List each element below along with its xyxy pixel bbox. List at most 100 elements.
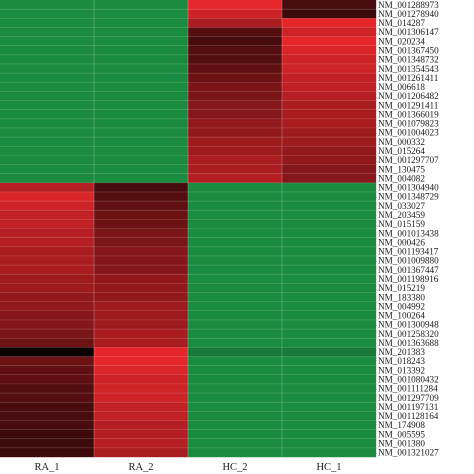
heatmap-cell bbox=[0, 9, 95, 19]
heatmap-cell bbox=[94, 274, 189, 284]
heatmap-cell bbox=[282, 228, 377, 238]
heatmap-cell bbox=[282, 0, 377, 10]
heatmap-cell bbox=[282, 164, 377, 174]
heatmap-cell bbox=[188, 109, 283, 120]
heatmap-cell bbox=[94, 237, 189, 247]
row-label: NM_006618 bbox=[378, 82, 425, 92]
heatmap-cell bbox=[0, 347, 95, 357]
heatmap-cell bbox=[94, 255, 189, 266]
heatmap-cell bbox=[188, 292, 283, 302]
heatmap-cell bbox=[282, 338, 377, 348]
heatmap-cell bbox=[188, 18, 283, 28]
heatmap-cell bbox=[0, 255, 95, 266]
heatmap-cell bbox=[188, 255, 283, 266]
heatmap-cell bbox=[188, 164, 283, 174]
heatmap-cell bbox=[188, 319, 283, 330]
heatmap-cell bbox=[282, 393, 377, 403]
heatmap-cell bbox=[0, 402, 95, 412]
heatmap-cell bbox=[94, 0, 189, 10]
heatmap-cell bbox=[282, 301, 377, 311]
heatmap-cell bbox=[0, 109, 95, 120]
row-label: NM_130475 bbox=[378, 164, 425, 174]
heatmap-cell bbox=[0, 36, 95, 46]
heatmap-cell bbox=[0, 18, 95, 28]
heatmap-cell bbox=[282, 109, 377, 120]
heatmap-cell bbox=[188, 228, 283, 238]
heatmap-cell bbox=[188, 237, 283, 247]
heatmap-cell bbox=[94, 27, 189, 37]
heatmap-cell bbox=[282, 82, 377, 92]
heatmap-cell bbox=[282, 319, 377, 330]
heatmap-cell bbox=[282, 447, 377, 458]
row-label: NM_001306147 bbox=[378, 27, 439, 37]
row-label: NM_001363688 bbox=[378, 338, 439, 348]
row-label: NM_001367447 bbox=[378, 265, 439, 275]
row-label: NM_001348729 bbox=[378, 192, 439, 202]
heatmap-cell bbox=[0, 393, 95, 403]
row-label: NM_001079823 bbox=[378, 119, 439, 129]
heatmap-cell bbox=[0, 45, 95, 56]
row-label: NM_001366019 bbox=[378, 109, 439, 119]
heatmap-cell bbox=[0, 100, 95, 110]
heatmap-cell bbox=[0, 447, 95, 458]
heatmap-cell bbox=[188, 447, 283, 458]
heatmap-cell bbox=[282, 91, 377, 101]
heatmap-cell bbox=[188, 329, 283, 339]
heatmap-cell bbox=[94, 173, 189, 183]
heatmap-cell bbox=[0, 201, 95, 211]
heatmap-cell bbox=[0, 127, 95, 138]
heatmap-cell bbox=[94, 283, 189, 293]
heatmap-cell bbox=[188, 118, 283, 129]
heatmap-cell bbox=[188, 127, 283, 138]
heatmap-cell bbox=[282, 36, 377, 46]
heatmap-cell bbox=[0, 310, 95, 321]
row-label: NM_100264 bbox=[378, 311, 425, 321]
heatmap-cell bbox=[94, 63, 189, 74]
row-label: NM_015264 bbox=[378, 146, 425, 156]
heatmap-cell bbox=[188, 9, 283, 19]
heatmap-cell bbox=[282, 383, 377, 394]
heatmap-cell bbox=[0, 182, 95, 193]
row-label: NM_015159 bbox=[378, 219, 425, 229]
row-label: NM_001197131 bbox=[378, 402, 439, 412]
heatmap-cell bbox=[282, 63, 377, 74]
column-label: RA_1 bbox=[34, 462, 59, 473]
heatmap-cell bbox=[94, 393, 189, 403]
heatmap-cell bbox=[94, 191, 189, 202]
heatmap-cell bbox=[188, 429, 283, 439]
heatmap-cell bbox=[0, 374, 95, 385]
heatmap-cell bbox=[94, 338, 189, 348]
row-label: NM_203459 bbox=[378, 210, 425, 220]
row-label: NM_174908 bbox=[378, 420, 425, 430]
heatmap-cell bbox=[188, 393, 283, 403]
heatmap-cell bbox=[0, 73, 95, 83]
heatmap-cell bbox=[0, 420, 95, 430]
heatmap-cell bbox=[282, 438, 377, 449]
row-label: NM_001354543 bbox=[378, 64, 439, 74]
heatmap-cell bbox=[0, 219, 95, 229]
heatmap-cell bbox=[188, 365, 283, 375]
heatmap-cell bbox=[282, 100, 377, 110]
heatmap-cell bbox=[0, 0, 95, 10]
heatmap-cell bbox=[0, 173, 95, 183]
heatmap-cell bbox=[282, 237, 377, 247]
heatmap-cell bbox=[282, 274, 377, 284]
row-label: NM_001304940 bbox=[378, 183, 439, 193]
heatmap-cell bbox=[188, 100, 283, 110]
heatmap-cell bbox=[188, 347, 283, 357]
row-label: NM_005595 bbox=[378, 429, 425, 439]
heatmap-cell bbox=[188, 54, 283, 65]
heatmap-cell bbox=[282, 54, 377, 65]
heatmap-cell bbox=[94, 228, 189, 238]
heatmap-cell bbox=[282, 191, 377, 202]
row-label: NM_000426 bbox=[378, 237, 425, 247]
row-label: NM_001288973 bbox=[378, 0, 439, 10]
heatmap-cell bbox=[188, 45, 283, 56]
heatmap-cell bbox=[0, 246, 95, 257]
row-label: NM_001291411 bbox=[378, 100, 439, 110]
heatmap-cell bbox=[282, 374, 377, 385]
heatmap-cell bbox=[94, 438, 189, 449]
heatmap-cell bbox=[94, 45, 189, 56]
